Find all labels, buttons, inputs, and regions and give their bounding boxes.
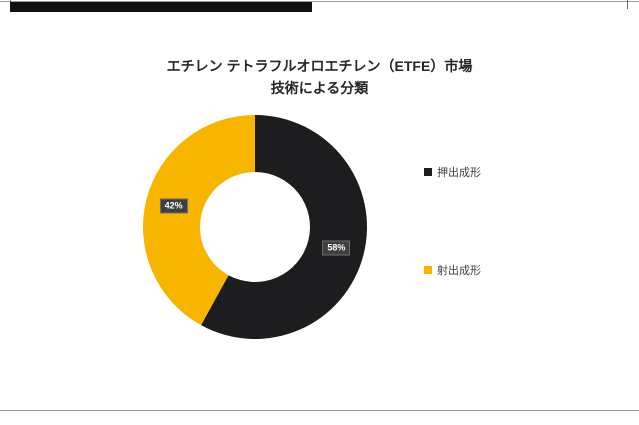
legend-marker-extrusion: [424, 168, 432, 176]
chart-title: エチレン テトラフルオロエチレン（ETFE）市場 技術による分類: [0, 56, 639, 99]
top-border-line: [0, 1, 639, 2]
legend-label-injection: 射出成形: [437, 265, 481, 277]
data-label-射出成形: 42%: [159, 198, 188, 214]
top-black-bar: [10, 2, 312, 12]
legend-item-extrusion: 押出成形: [424, 164, 481, 180]
donut-chart: 58% 42%: [140, 112, 370, 342]
donut-segment-射出成形: [142, 115, 255, 326]
legend-marker-injection: [424, 266, 432, 274]
legend-label-extrusion: 押出成形: [437, 167, 481, 179]
donut-segment-押出成形: [201, 115, 367, 339]
chart-title-line2: 技術による分類: [270, 79, 369, 96]
legend-item-injection: 射出成形: [424, 262, 481, 278]
chart-title-line1: エチレン テトラフルオロエチレン（ETFE）市場: [166, 58, 473, 74]
top-right-tick: [627, 0, 628, 9]
data-label-押出成形: 58%: [322, 240, 351, 256]
bottom-border-line: [0, 410, 639, 411]
donut-svg: [142, 115, 367, 339]
